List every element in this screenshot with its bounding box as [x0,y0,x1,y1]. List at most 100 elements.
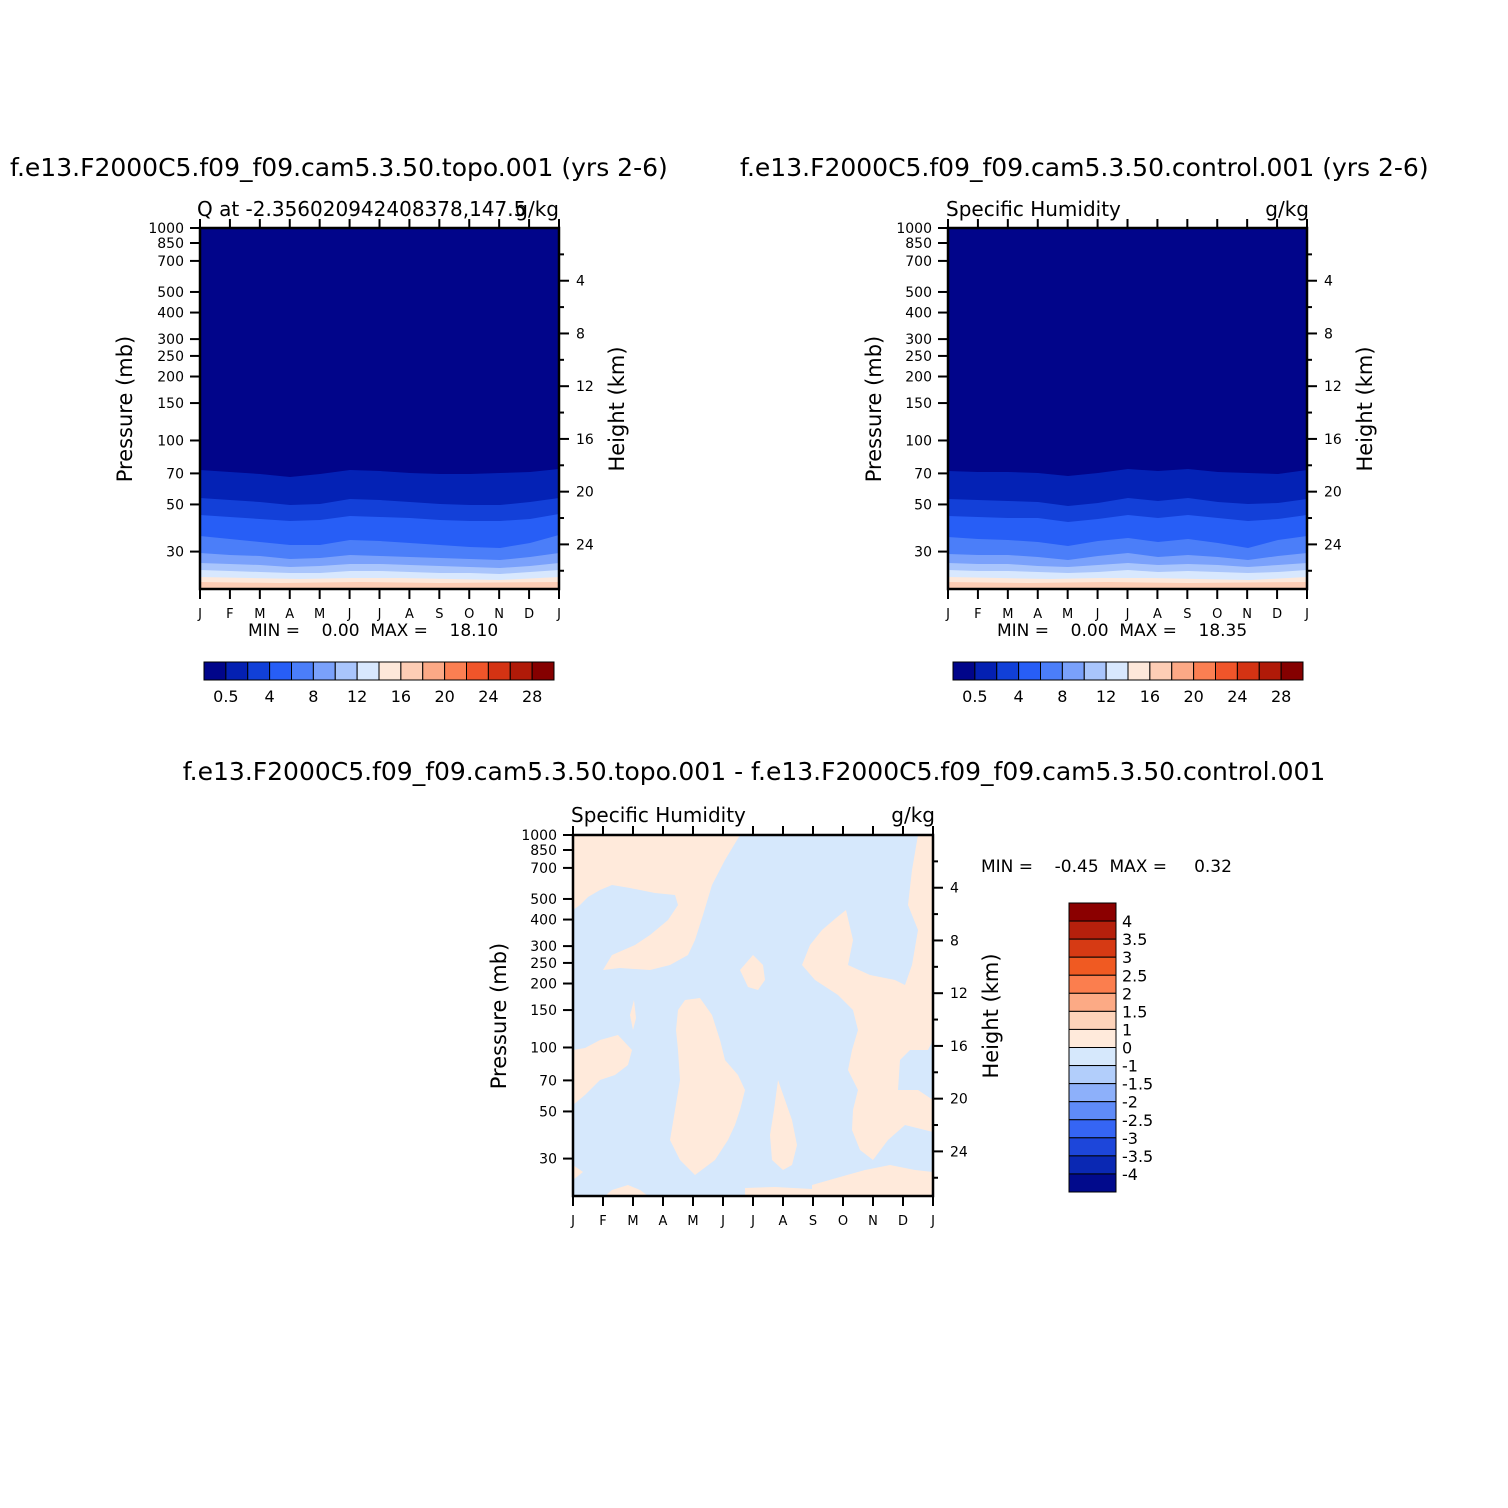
x-tick-label: O [1212,607,1222,622]
y-tick-label: 250 [905,349,932,365]
y-tick-label: 200 [905,370,932,386]
x-tick-label: S [435,607,443,622]
left-string: Specific Humidity [946,197,1121,221]
y-tick-label: 70 [166,466,184,482]
x-tick-label: J [347,607,352,622]
colorbar-swatch [996,661,1020,681]
y-tick-label: 300 [530,939,557,955]
y-right-tick-label: 24 [1324,537,1342,553]
region-positive-left [573,835,740,970]
region-positive-spike [770,1080,797,1170]
y-tick-label: 30 [914,545,932,561]
y-right-tick-label: 12 [950,986,968,1002]
y-right-tick-label: 16 [1324,432,1342,448]
x-tick-label: A [659,1214,668,1229]
y-right-tick-label: 20 [1324,485,1342,501]
colorbar-swatch [1068,1101,1117,1121]
colorbar-swatch [1258,661,1282,681]
left-string: Specific Humidity [571,803,746,827]
colorbar-swatch [952,661,976,681]
x-tick-label: J [720,1214,725,1229]
x-tick-label: J [1304,607,1309,622]
right-string: g/kg [891,803,935,827]
y-tick-label: 200 [530,977,557,993]
region-positive-tongue [670,998,745,1175]
colorbar-label: 24 [1227,687,1247,706]
region-positive-bottom [745,1165,933,1196]
colorbar-label: 20 [434,687,454,706]
stats-text: MIN = 0.00 MAX = 18.35 [997,621,1247,641]
y-tick-label: 700 [157,254,184,270]
colorbar-swatch [291,661,314,681]
x-tick-label: F [599,1214,606,1229]
panel-title: f.e13.F2000C5.f09_f09.cam5.3.50.topo.001… [183,757,1326,786]
colorbar-swatch [487,661,511,681]
contour-field [948,228,1307,589]
colorbar-label: 1 [1122,1020,1132,1039]
colorbar-swatch [1040,661,1063,681]
colorbar-swatch [974,661,998,681]
y-tick-label: 500 [905,285,932,301]
y-tick-label: 30 [539,1152,557,1168]
y-tick-label: 850 [530,843,557,859]
y-tick-label: 1000 [148,221,184,237]
x-tick-label: M [314,607,325,622]
panel-title: f.e13.F2000C5.f09_f09.cam5.3.50.control.… [740,153,1429,182]
y-tick-label: 850 [157,236,184,252]
colorbar-swatch [509,661,533,681]
colorbar-swatch [1127,661,1151,681]
band-32-36 [200,582,559,589]
colorbar-swatch [1068,1173,1117,1193]
y-tick-label: 100 [905,433,932,449]
colorbar-swatch [203,661,227,681]
x-tick-label: J [930,1214,935,1229]
region-positive-islet [740,955,765,990]
y-tick-label: 70 [539,1073,557,1089]
colorbar-label: 20 [1183,687,1203,706]
y-right-tick-label: 12 [576,379,594,395]
colorbar-label: -2.5 [1122,1111,1153,1130]
y-tick-label: 700 [905,254,932,270]
y-tick-label: 100 [157,433,184,449]
stats-text: MIN = -0.45 MAX = 0.32 [981,857,1232,877]
colorbar-swatch [1068,992,1117,1012]
colorbar-label: 3 [1122,948,1132,967]
y-right-tick-label: 8 [576,326,585,342]
panel-control: f.e13.F2000C5.f09_f09.cam5.3.50.control.… [740,153,1429,706]
y-tick-label: 50 [166,497,184,513]
x-tick-label: M [687,1214,698,1229]
colorbar-swatch [1061,661,1085,681]
colorbar-swatch [1236,661,1260,681]
colorbar-swatch [1068,1047,1117,1067]
colorbar-swatch [356,661,380,681]
x-tick-label: D [898,1214,908,1229]
colorbar-label: -3 [1122,1129,1138,1148]
panel-topo: f.e13.F2000C5.f09_f09.cam5.3.50.topo.001… [10,153,668,706]
y-tick-label: 850 [905,236,932,252]
y-right-tick-label: 4 [1324,274,1333,290]
colorbar-swatch [531,661,555,681]
x-tick-label: J [1125,607,1130,622]
contour-field [200,228,559,589]
colorbar-label: 12 [1096,687,1116,706]
y-tick-label: 100 [530,1040,557,1056]
colorbar-swatch [1068,974,1117,994]
colorbar-label: 3.5 [1122,930,1147,949]
colorbar-swatch [1171,661,1195,681]
colorbar-label: -3.5 [1122,1147,1153,1166]
x-tick-label: J [377,607,382,622]
x-tick-label: O [838,1214,848,1229]
right-string: g/kg [1265,197,1309,221]
colorbar-swatch [312,661,336,681]
colorbar-swatch [444,661,467,681]
x-tick-label: J [945,607,950,622]
right-string: g/kg [515,197,559,221]
colorbar: 43.532.521.510-1-1.5-2-2.5-3-3.5-4 [1068,902,1153,1193]
colorbar-swatch [422,661,446,681]
region-positive-bottom-left [605,1185,648,1196]
colorbar-label: 2.5 [1122,966,1147,985]
x-tick-label: M [627,1214,638,1229]
x-tick-label: A [779,1214,788,1229]
y-tick-label: 70 [914,466,932,482]
